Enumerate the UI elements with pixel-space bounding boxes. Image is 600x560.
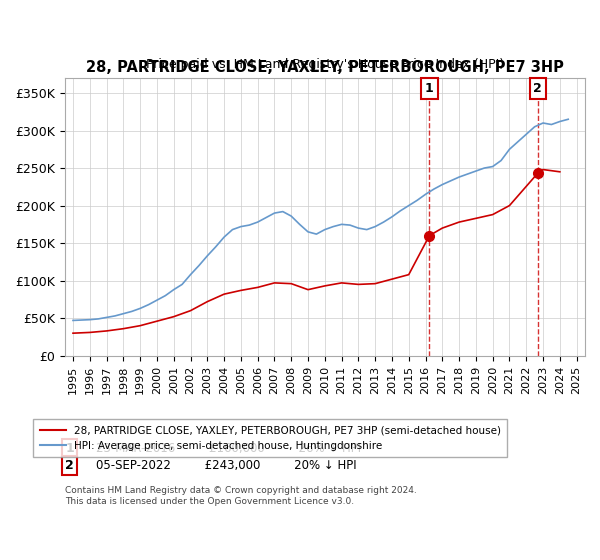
Text: 2: 2 <box>65 459 74 472</box>
Text: 2: 2 <box>533 82 542 95</box>
Text: Contains HM Land Registry data © Crown copyright and database right 2024.
This d: Contains HM Land Registry data © Crown c… <box>65 486 416 506</box>
Text: 1: 1 <box>425 82 434 95</box>
Text: Price paid vs. HM Land Registry's House Price Index (HPI): Price paid vs. HM Land Registry's House … <box>146 58 504 71</box>
Title: 28, PARTRIDGE CLOSE, YAXLEY, PETERBOROUGH, PE7 3HP: 28, PARTRIDGE CLOSE, YAXLEY, PETERBOROUG… <box>86 60 564 76</box>
Text: 05-SEP-2022         £243,000         20% ↓ HPI: 05-SEP-2022 £243,000 20% ↓ HPI <box>96 459 356 472</box>
Legend: 28, PARTRIDGE CLOSE, YAXLEY, PETERBOROUGH, PE7 3HP (semi-detached house), HPI: A: 28, PARTRIDGE CLOSE, YAXLEY, PETERBOROUG… <box>34 419 507 457</box>
Text: 1: 1 <box>65 442 74 455</box>
Text: 23-MAR-2016         £160,000         26% ↓ HPI: 23-MAR-2016 £160,000 26% ↓ HPI <box>96 442 361 455</box>
